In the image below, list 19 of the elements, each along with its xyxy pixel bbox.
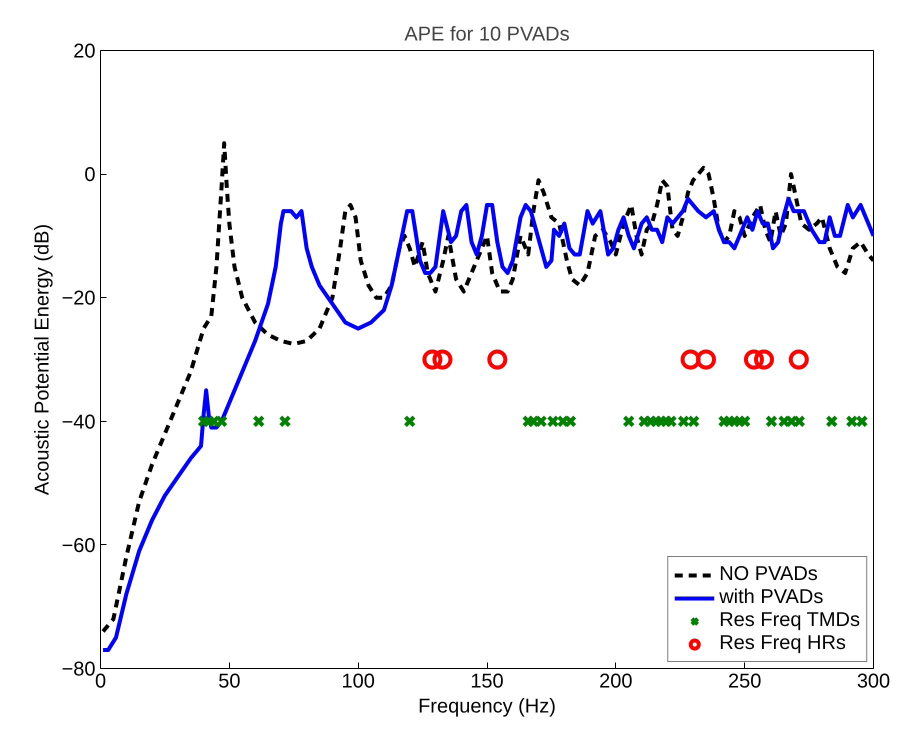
- x-tick-label: 250: [728, 670, 762, 692]
- y-axis-title: Acoustic Potential Energy (dB): [32, 224, 54, 496]
- x-axis-title: Frequency (Hz): [418, 696, 556, 718]
- y-tick-label: −20: [62, 288, 96, 310]
- legend-label: NO PVADs: [719, 563, 818, 586]
- legend-label: Res Freq TMDs: [719, 609, 860, 632]
- legend-label: Res Freq HRs: [719, 632, 846, 655]
- y-tick-label: −80: [62, 658, 96, 680]
- x-tick-label: 100: [341, 670, 375, 692]
- x-tick-label: 50: [218, 670, 240, 692]
- legend-label: with PVADs: [719, 586, 824, 609]
- y-tick-label: −60: [62, 534, 96, 557]
- x-tick-label: 300: [856, 670, 890, 692]
- chart-title: APE for 10 PVADs: [404, 24, 570, 46]
- y-tick-label: −40: [62, 411, 96, 434]
- y-tick-label: 0: [84, 164, 96, 186]
- x-tick-label: 200: [599, 670, 633, 692]
- x-tick-label: 150: [470, 670, 504, 692]
- y-tick-label: 20: [73, 40, 96, 62]
